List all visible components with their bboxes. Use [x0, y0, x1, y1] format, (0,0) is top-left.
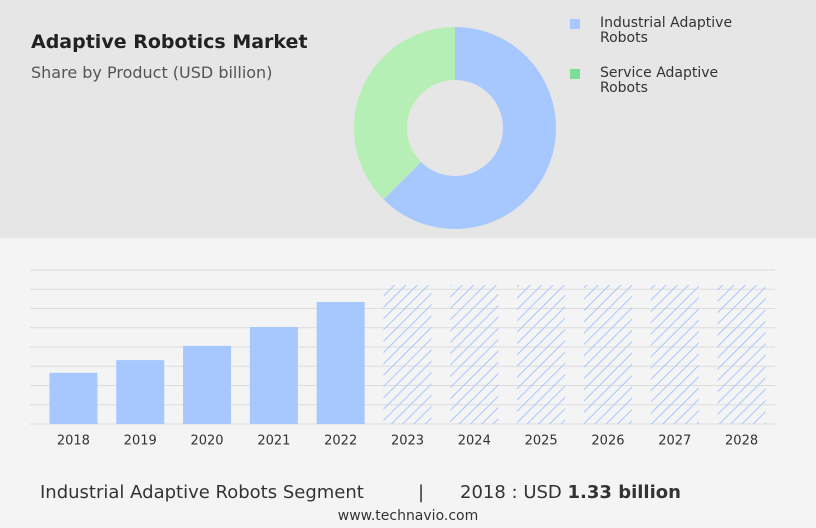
bar: [249, 326, 298, 424]
chart-title: Adaptive Robotics Market: [31, 31, 308, 53]
forecast-bar: [517, 285, 566, 424]
legend-label: Industrial Adaptive Robots: [600, 15, 733, 46]
x-tick-label: 2025: [525, 434, 558, 449]
x-tick-label: 2018: [57, 434, 90, 449]
footer-year: 2018 : USD: [460, 482, 562, 503]
x-tick-label: 2023: [391, 434, 424, 449]
legend-label: Service Adaptive Robots: [600, 65, 719, 96]
donut-slice: [353, 27, 455, 200]
legend-item: Industrial Adaptive Robots: [570, 16, 770, 46]
x-tick-label: 2020: [190, 434, 223, 449]
legend-swatch: [570, 19, 580, 29]
source: www.technavio.com: [337, 508, 479, 524]
x-tick-label: 2021: [257, 434, 290, 449]
forecast-bar: [717, 285, 766, 424]
x-tick-label: 2027: [658, 434, 691, 449]
footer-value-label: 1.33 billion: [567, 482, 681, 503]
footer-separator: |: [418, 482, 425, 503]
legend-swatch: [570, 69, 580, 79]
chart-subtitle: Share by Product (USD billion): [31, 63, 273, 82]
x-tick-label: 2026: [591, 434, 624, 449]
forecast-bar: [650, 285, 699, 424]
x-tick-label: 2024: [458, 434, 491, 449]
bar: [116, 360, 165, 424]
legend-item: Service Adaptive Robots: [570, 66, 770, 96]
bar: [183, 345, 232, 424]
forecast-bar: [383, 285, 432, 424]
x-tick-label: 2019: [124, 434, 157, 449]
x-tick-label: 2028: [725, 434, 758, 449]
forecast-bar: [450, 285, 499, 424]
bar: [316, 301, 365, 424]
donut-slice: [383, 27, 556, 229]
bar: [49, 372, 98, 424]
footer-value: 2018 : USD 1.33 billion: [460, 482, 681, 503]
footer-segment: Industrial Adaptive Robots Segment: [40, 482, 364, 503]
x-tick-label: 2022: [324, 434, 357, 449]
forecast-bar: [583, 285, 632, 424]
